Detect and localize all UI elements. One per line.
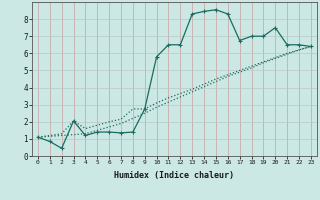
X-axis label: Humidex (Indice chaleur): Humidex (Indice chaleur) xyxy=(115,171,234,180)
